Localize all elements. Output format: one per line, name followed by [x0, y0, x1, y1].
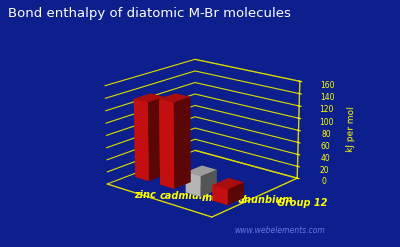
Text: www.webelements.com: www.webelements.com	[235, 226, 325, 235]
Text: Bond enthalpy of diatomic M-Br molecules: Bond enthalpy of diatomic M-Br molecules	[8, 7, 291, 21]
